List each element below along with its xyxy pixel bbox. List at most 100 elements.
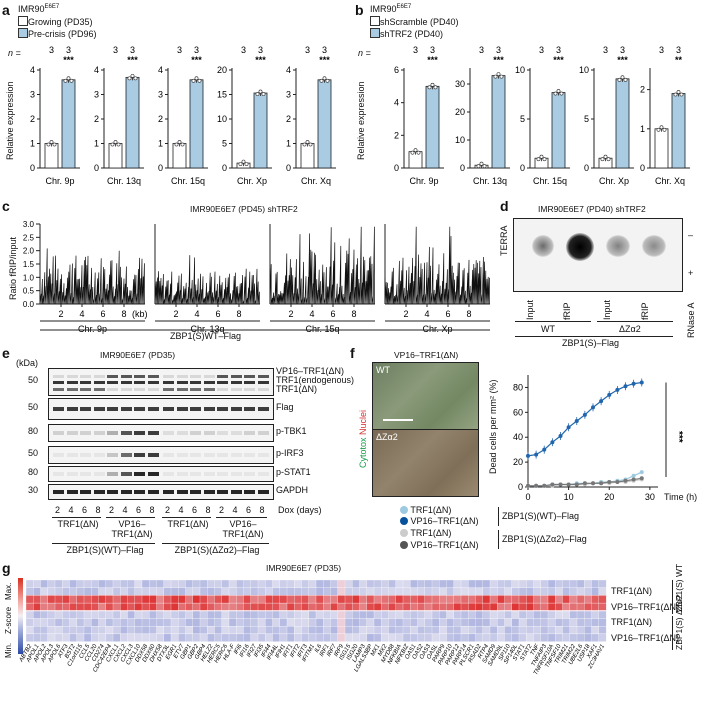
heatmap-cell — [250, 579, 259, 588]
heatmap-cell — [453, 618, 462, 627]
panel-b-sig-3: *** — [617, 55, 628, 65]
panel-c-xtick-label: 8 — [236, 309, 241, 319]
panel-a-n-2-0: 3 — [177, 45, 182, 55]
band — [107, 381, 118, 384]
panel-b-point — [623, 77, 628, 82]
heatmap-cell — [127, 626, 136, 635]
heatmap-cell — [402, 626, 411, 635]
group-line — [52, 543, 155, 544]
heatmap-cell — [373, 618, 382, 627]
band — [244, 472, 255, 476]
heatmap-cell — [120, 626, 128, 635]
heatmap-cell — [221, 618, 230, 627]
heatmap-cell — [395, 595, 404, 604]
heatmap-cell — [279, 618, 288, 627]
band — [176, 407, 188, 411]
heatmap-cell — [366, 610, 375, 619]
panel-d-line-wt — [515, 321, 591, 322]
heatmap-cell — [62, 587, 70, 596]
heatmap-cell — [460, 610, 469, 619]
legend-group-1: ZBP1(S)(WT)–Flag — [502, 511, 580, 521]
panel-a-n-1-1: 3 — [130, 45, 135, 55]
heatmap-cell — [69, 579, 78, 588]
panel-b-point — [673, 92, 678, 97]
panel-c-ytick-label: 1.0 — [23, 273, 35, 282]
band — [66, 407, 78, 411]
heatmap-cell — [134, 626, 143, 635]
heatmap-cell — [76, 579, 85, 588]
heatmap-cell — [460, 579, 469, 588]
heatmap-cell — [511, 595, 520, 604]
gene-label-70: TNF — [530, 643, 541, 656]
heatmap-cell — [482, 595, 491, 604]
heatmap-cell — [33, 595, 41, 604]
heatmap-cell — [25, 602, 34, 611]
heatmap-cell — [439, 602, 447, 611]
heatmap-row-label-4: VP16–TRF1(ΔN) — [611, 633, 680, 643]
panel-b-point — [606, 157, 611, 162]
band — [134, 407, 145, 411]
heatmap-cell — [388, 618, 397, 627]
heatmap-cell — [69, 602, 78, 611]
heatmap-cell — [381, 595, 389, 604]
heatmap-cell — [540, 618, 549, 627]
heatmap-cell — [518, 626, 527, 635]
band — [176, 490, 188, 494]
heatmap-cell — [569, 587, 578, 596]
heatmap-cell — [83, 602, 92, 611]
heatmap-cell — [156, 587, 165, 596]
heatmap-cell — [591, 602, 600, 611]
heatmap-cell — [149, 610, 157, 619]
heatmap-cell — [83, 587, 92, 596]
heatmap-cell — [47, 618, 56, 627]
heatmap-cell — [178, 595, 186, 604]
f-point — [550, 482, 555, 487]
band — [66, 381, 78, 384]
heatmap-cell — [272, 610, 281, 619]
heatmap-cell — [178, 587, 186, 596]
heatmap-cell — [366, 633, 375, 642]
heatmap-cell — [395, 587, 404, 596]
heatmap-cell — [257, 618, 266, 627]
heatmap-cell — [91, 610, 99, 619]
panel-a-xlabel-4: Chr. Xq — [301, 176, 331, 186]
panel-a-ytick-label-0: 4 — [30, 65, 35, 75]
mw-marker: 50 — [28, 375, 39, 385]
heatmap-cell — [91, 595, 99, 604]
panel-a-point — [116, 142, 121, 147]
f-ytick-label: 80 — [513, 382, 523, 392]
heatmap-cell — [228, 579, 237, 588]
panel-b-ytick-label-0: 6 — [394, 65, 399, 75]
heatmap-cell — [76, 587, 85, 596]
heatmap-cell — [199, 618, 208, 627]
heatmap-cell — [25, 626, 34, 635]
band — [80, 490, 91, 494]
heatmap-cell — [330, 618, 339, 627]
dox-day: 6 — [136, 505, 142, 515]
heatmap-cell — [518, 602, 527, 611]
heatmap-cell — [69, 618, 78, 627]
heatmap-cell — [584, 626, 592, 635]
heatmap-cell — [120, 587, 128, 596]
panel-c-title: IMR90E6E7 (PD45) shTRF2 — [190, 204, 298, 214]
heatmap-cell — [141, 626, 150, 635]
heatmap-cell — [250, 602, 259, 611]
heatmap-cell — [272, 626, 281, 635]
panel-a-n-0-0: 3 — [49, 45, 54, 55]
f-point — [566, 425, 571, 430]
panel-a-ytick-label-4: 2 — [286, 114, 291, 124]
heatmap-cell — [453, 633, 462, 642]
heatmap-cell — [511, 602, 520, 611]
heatmap-cell — [598, 587, 607, 596]
panel-e-dox-label: Dox (days) — [278, 505, 322, 515]
heatmap-cell — [468, 595, 476, 604]
heatmap-cell — [584, 633, 592, 642]
panel-a-point — [244, 162, 249, 167]
panel-b-point — [617, 77, 622, 82]
panel-b-ytick-label-0: 2 — [394, 130, 399, 140]
panel-b-point — [413, 148, 418, 153]
heatmap-cell — [112, 618, 121, 627]
heatmap-cell — [294, 587, 302, 596]
heatmap-cell — [228, 618, 237, 627]
panel-b-ytick-label-3: 10 — [579, 65, 589, 75]
